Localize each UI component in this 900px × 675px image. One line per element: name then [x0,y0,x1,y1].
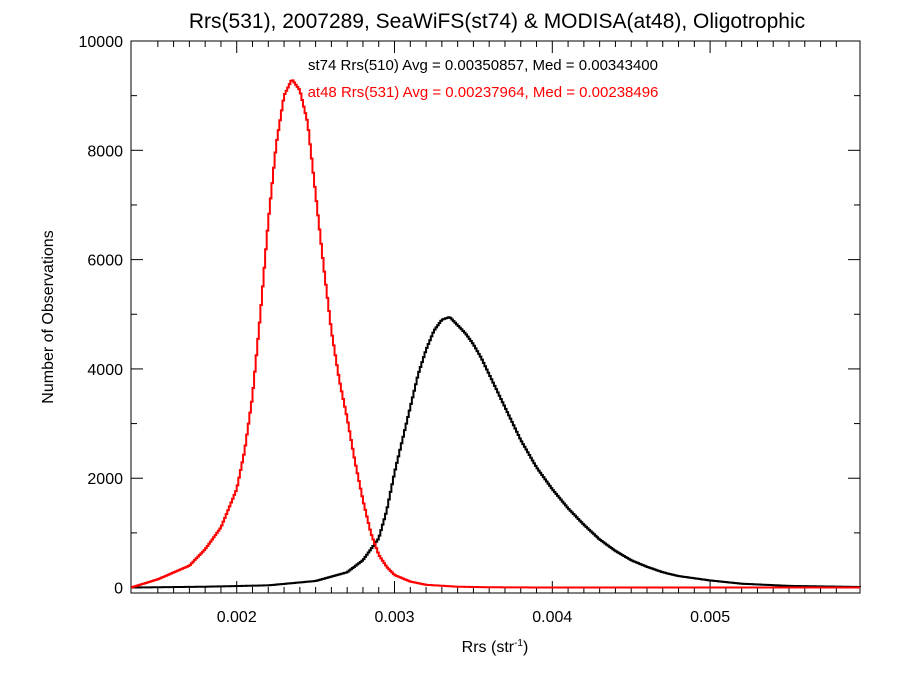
x-tick-label-1: 0.003 [374,609,414,626]
y-axis-label: Number of Observations [40,230,57,403]
x-tick-label-2: 0.004 [532,609,572,626]
y-axis: 0 2000 4000 6000 8000 10000 [79,34,860,598]
y-tick-label-4: 8000 [87,143,123,160]
series-1-histogram-line [131,316,861,589]
x-axis-label-superscript: -1 [514,638,523,649]
x-axis: 0.002 0.003 0.004 0.005 [157,41,837,626]
series-2-histogram-line [131,79,860,589]
x-tick-label-0: 0.002 [217,609,257,626]
y-tick-label-3: 6000 [87,253,123,270]
plot-frame [130,40,861,594]
y-tick-label-5: 10000 [79,34,124,51]
y-tick-label-1: 2000 [87,471,123,488]
chart-title: Rrs(531), 2007289, SeaWiFS(st74) & MODIS… [189,10,805,33]
y-tick-label-0: 0 [114,581,123,598]
x-tick-label-3: 0.005 [690,609,730,626]
x-axis-label-close: ) [523,639,528,656]
series-2-annotation: at48 Rrs(531) Avg = 0.00237964, Med = 0.… [308,84,659,101]
x-axis-label-base: Rrs (str [462,639,515,656]
x-axis-label: Rrs (str-1) [462,638,529,656]
y-tick-label-2: 4000 [87,362,123,379]
series-1-annotation: st74 Rrs(510) Avg = 0.00350857, Med = 0.… [308,57,658,74]
series-layer [131,79,861,589]
